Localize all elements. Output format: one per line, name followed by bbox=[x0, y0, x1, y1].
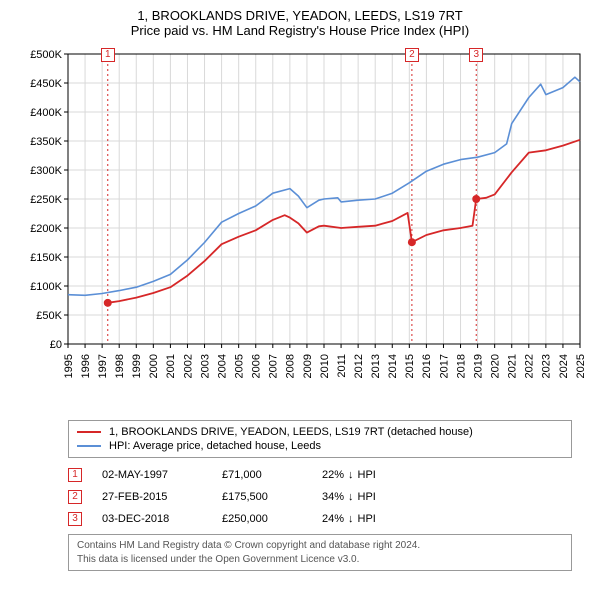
svg-text:1997: 1997 bbox=[97, 354, 109, 378]
svg-text:£0: £0 bbox=[50, 339, 62, 351]
svg-text:2025: 2025 bbox=[575, 354, 587, 378]
event-marker-3: 3 bbox=[469, 48, 483, 62]
svg-text:1996: 1996 bbox=[80, 354, 92, 378]
svg-text:2018: 2018 bbox=[455, 354, 467, 378]
svg-text:£150K: £150K bbox=[30, 252, 62, 264]
event-row: 3 03-DEC-2018 £250,000 24% ↓ HPI bbox=[68, 508, 572, 530]
event-price: £250,000 bbox=[222, 513, 302, 525]
svg-text:2003: 2003 bbox=[199, 354, 211, 378]
legend-label: HPI: Average price, detached house, Leed… bbox=[109, 440, 321, 452]
arrow-down-icon: ↓ bbox=[348, 513, 354, 525]
svg-text:2015: 2015 bbox=[404, 354, 416, 378]
legend-swatch bbox=[77, 445, 101, 447]
svg-text:1995: 1995 bbox=[63, 354, 75, 378]
svg-text:2010: 2010 bbox=[319, 354, 331, 378]
svg-text:£250K: £250K bbox=[30, 194, 62, 206]
event-diff: 22% ↓ HPI bbox=[322, 469, 376, 481]
svg-text:2012: 2012 bbox=[353, 354, 365, 378]
event-price: £71,000 bbox=[222, 469, 302, 481]
svg-text:2020: 2020 bbox=[490, 354, 502, 378]
svg-text:£200K: £200K bbox=[30, 223, 62, 235]
legend-swatch bbox=[77, 431, 101, 433]
event-number-box: 3 bbox=[68, 512, 82, 526]
legend-label: 1, BROOKLANDS DRIVE, YEADON, LEEDS, LS19… bbox=[109, 426, 473, 438]
svg-text:2006: 2006 bbox=[251, 354, 263, 378]
event-marker-1: 1 bbox=[101, 48, 115, 62]
event-price: £175,500 bbox=[222, 491, 302, 503]
svg-text:2024: 2024 bbox=[558, 354, 570, 378]
arrow-down-icon: ↓ bbox=[348, 491, 354, 503]
event-date: 03-DEC-2018 bbox=[102, 513, 202, 525]
svg-text:2019: 2019 bbox=[472, 354, 484, 378]
svg-text:£50K: £50K bbox=[36, 310, 62, 322]
attribution-footer: Contains HM Land Registry data © Crown c… bbox=[68, 534, 572, 571]
svg-text:2016: 2016 bbox=[421, 354, 433, 378]
event-diff: 24% ↓ HPI bbox=[322, 513, 376, 525]
svg-text:2022: 2022 bbox=[524, 354, 536, 378]
svg-text:£300K: £300K bbox=[30, 165, 62, 177]
event-date: 27-FEB-2015 bbox=[102, 491, 202, 503]
legend-row: HPI: Average price, detached house, Leed… bbox=[77, 439, 563, 453]
event-diff: 34% ↓ HPI bbox=[322, 491, 376, 503]
svg-text:£100K: £100K bbox=[30, 281, 62, 293]
svg-text:£450K: £450K bbox=[30, 78, 62, 90]
footer-line2: This data is licensed under the Open Gov… bbox=[77, 553, 563, 567]
svg-text:2008: 2008 bbox=[285, 354, 297, 378]
svg-text:2014: 2014 bbox=[387, 354, 399, 378]
legend-row: 1, BROOKLANDS DRIVE, YEADON, LEEDS, LS19… bbox=[77, 425, 563, 439]
chart-title-line1: 1, BROOKLANDS DRIVE, YEADON, LEEDS, LS19… bbox=[10, 8, 590, 23]
svg-text:2009: 2009 bbox=[302, 354, 314, 378]
svg-text:2005: 2005 bbox=[234, 354, 246, 378]
chart-area: £0 £50K £100K £150K £200K £250K £300K £350K £400… bbox=[10, 44, 590, 414]
footer-line1: Contains HM Land Registry data © Crown c… bbox=[77, 539, 563, 553]
svg-text:£350K: £350K bbox=[30, 136, 62, 148]
svg-text:£400K: £400K bbox=[30, 107, 62, 119]
svg-text:2023: 2023 bbox=[541, 354, 553, 378]
svg-text:1998: 1998 bbox=[114, 354, 126, 378]
svg-text:£500K: £500K bbox=[30, 49, 62, 61]
svg-text:2004: 2004 bbox=[216, 354, 228, 378]
svg-text:2017: 2017 bbox=[438, 354, 450, 378]
event-number-box: 1 bbox=[68, 468, 82, 482]
event-number-box: 2 bbox=[68, 490, 82, 504]
svg-text:2021: 2021 bbox=[507, 354, 519, 378]
event-row: 1 02-MAY-1997 £71,000 22% ↓ HPI bbox=[68, 464, 572, 486]
legend: 1, BROOKLANDS DRIVE, YEADON, LEEDS, LS19… bbox=[68, 420, 572, 458]
svg-text:2011: 2011 bbox=[336, 354, 348, 378]
chart-title-line2: Price paid vs. HM Land Registry's House … bbox=[10, 23, 590, 38]
event-list: 1 02-MAY-1997 £71,000 22% ↓ HPI 2 27-FEB-2015… bbox=[68, 464, 572, 530]
svg-text:1999: 1999 bbox=[131, 354, 143, 378]
event-row: 2 27-FEB-2015 £175,500 34% ↓ HPI bbox=[68, 486, 572, 508]
svg-text:2007: 2007 bbox=[268, 354, 280, 378]
event-marker-2: 2 bbox=[405, 48, 419, 62]
arrow-down-icon: ↓ bbox=[348, 469, 354, 481]
svg-text:2000: 2000 bbox=[148, 354, 160, 378]
svg-text:2013: 2013 bbox=[370, 354, 382, 378]
svg-text:2002: 2002 bbox=[182, 354, 194, 378]
line-chart-svg: £0 £50K £100K £150K £200K £250K £300K £350K £400… bbox=[10, 44, 590, 414]
svg-text:2001: 2001 bbox=[165, 354, 177, 378]
event-date: 02-MAY-1997 bbox=[102, 469, 202, 481]
